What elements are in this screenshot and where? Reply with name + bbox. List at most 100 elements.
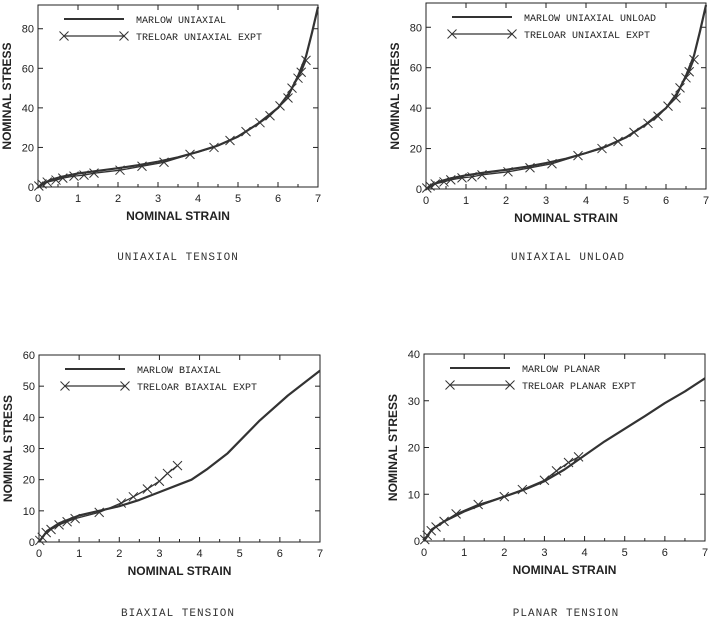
x-tick-label: 5 [622,547,628,559]
data-point-marker [563,457,574,468]
data-point-marker [439,516,449,527]
x-tick-label: 2 [503,195,509,207]
y-axis-label: NOMINAL STRESS [0,42,14,149]
data-point-marker [283,93,293,103]
data-point-marker [477,169,487,180]
legend-marker [59,31,69,41]
series-line-2 [426,59,695,189]
legend-marker [445,380,455,390]
chart-panel-3: 0 1 2 3 4 5 6 7 0 10 20 30 40 50 60 NOMINAL STRAIN NOMIN… [1,350,323,620]
data-point-marker [301,55,311,66]
data-point-marker [445,175,456,185]
x-axis-label: NOMINAL STRAIN [128,564,232,578]
data-point-marker [525,162,535,173]
chart-panel-2: 0 1 2 3 4 5 6 7 0 20 40 60 80 NOMINAL STRAIN NOMINAL S… [388,2,709,264]
data-point-marker [643,118,653,129]
data-point-marker [551,466,562,476]
data-point-marker [426,525,437,536]
legend-marker [505,380,515,390]
data-point-marker [79,170,89,180]
x-tick-label: 4 [197,548,203,560]
data-point-marker [431,522,441,532]
data-point-marker [37,179,47,189]
x-tick-label: 2 [115,193,121,205]
legend-entry: TRELOAR UNIAXIAL EXPT [136,33,262,44]
data-point-marker [517,484,528,495]
data-point-marker [172,460,183,471]
y-tick-label: 40 [22,103,34,115]
data-point-marker [128,491,139,502]
x-tick-label: 5 [235,193,241,205]
legend-entry: MARLOW PLANAR [522,365,600,376]
y-tick-label: 0 [28,182,34,194]
x-tick-label: 4 [195,193,201,205]
y-tick-label: 50 [23,381,35,393]
data-point-marker [57,173,68,183]
y-tick-label: 20 [23,475,35,487]
data-point-marker [42,177,53,187]
data-point-marker [241,126,251,137]
data-point-marker [275,101,285,111]
data-point-marker [33,181,44,191]
y-tick-label: 80 [410,22,422,34]
x-axis-label: NOMINAL STRAIN [126,209,230,223]
x-tick-label: 7 [703,195,709,207]
x-tick-label: 6 [275,193,281,205]
y-tick-label: 60 [23,350,35,362]
y-tick-label: 80 [22,24,34,36]
x-tick-label: 0 [35,193,41,205]
x-tick-label: 4 [582,547,588,559]
series-line-2 [39,465,178,541]
data-point-marker [573,150,583,161]
x-tick-label: 0 [421,547,427,559]
y-tick-label: 60 [410,63,422,75]
x-tick-label: 2 [501,547,507,559]
data-point-marker [154,476,165,487]
x-tick-label: 6 [662,547,668,559]
y-tick-label: 20 [22,142,34,154]
series-line-1 [423,377,706,542]
x-tick-label: 6 [277,548,283,560]
data-point-marker [255,117,265,128]
x-tick-label: 3 [541,547,547,559]
y-tick-label: 10 [23,506,35,518]
y-tick-label: 10 [408,489,420,501]
legend-marker [119,31,129,41]
data-point-marker [425,181,435,191]
y-tick-label: 0 [29,537,35,549]
data-point-marker [675,83,685,93]
data-point-marker [467,172,477,182]
y-tick-label: 40 [23,412,35,424]
chart-panel-4: 0 1 2 3 4 5 6 7 0 10 20 30 40 NOMINAL STRAIN NOMINAL S… [386,349,708,620]
x-tick-label: 3 [156,548,162,560]
chart-caption: UNIAXIAL TENSION [117,252,239,264]
chart-caption: UNIAXIAL UNLOAD [511,252,625,264]
data-point-marker [499,491,510,502]
y-tick-label: 30 [23,444,35,456]
data-point-marker [265,110,275,121]
legend-entry: MARLOW BIAXIAL [137,366,221,377]
data-point-marker [142,484,153,494]
x-tick-label: 7 [317,548,323,560]
legend-marker [507,29,517,39]
data-point-marker [34,535,45,546]
x-tick-label: 0 [36,548,42,560]
y-tick-label: 40 [410,103,422,115]
y-axis-label: NOMINAL STRESS [388,42,402,149]
legend-entry: TRELOAR BIAXIAL EXPT [137,383,257,394]
legend-marker [60,381,70,391]
data-point-marker [115,165,125,176]
x-tick-label: 1 [461,547,467,559]
data-point-marker [573,451,584,462]
x-tick-label: 3 [543,195,549,207]
data-point-marker [54,520,64,530]
data-point-marker [287,83,297,93]
data-point-marker [293,73,303,84]
series-line-1 [38,369,321,543]
data-point-marker [613,136,623,147]
data-point-marker [69,171,79,181]
data-point-marker [629,127,639,138]
data-point-marker [62,516,72,527]
data-point-marker [539,475,550,486]
data-point-marker [296,67,307,78]
